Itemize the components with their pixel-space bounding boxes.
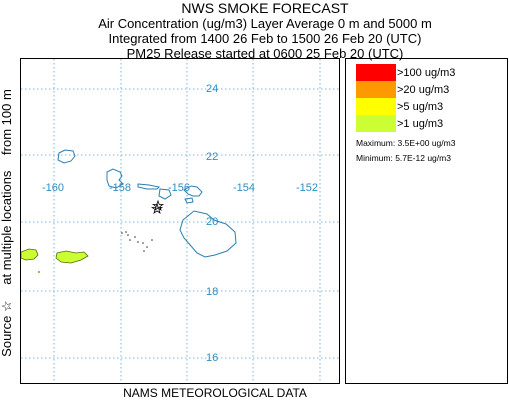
source-label-part2: at multiple locations bbox=[0, 170, 14, 285]
lon-label: -158 bbox=[109, 182, 131, 194]
legend-item: >5 ug/m3 bbox=[356, 98, 443, 115]
dot bbox=[142, 242, 144, 244]
lat-label: 20 bbox=[206, 216, 218, 228]
lat-label: 22 bbox=[206, 151, 218, 163]
legend-item: >1 ug/m3 bbox=[356, 115, 443, 132]
source-label: Source ☆ at multiple locations from 100 … bbox=[0, 38, 15, 408]
lon-label: -154 bbox=[233, 182, 255, 194]
legend-label: >20 ug/m3 bbox=[397, 83, 450, 96]
source-dots bbox=[121, 231, 153, 252]
island-kahoolawe bbox=[184, 197, 194, 204]
subtitle-release: PM25 Release started at 0600 25 Feb 20 (… bbox=[126, 46, 404, 61]
map-canvas: 24 22 20 18 16 -160 -158 -156 -154 -152 bbox=[21, 59, 339, 383]
lon-label: -160 bbox=[42, 182, 64, 194]
source-marker-group bbox=[150, 199, 165, 215]
dot bbox=[143, 250, 145, 252]
maximum-value: Maximum: 3.5E+00 ug/m3 bbox=[356, 138, 456, 148]
dot bbox=[121, 232, 123, 234]
star-icon bbox=[151, 199, 165, 212]
dot bbox=[125, 231, 127, 233]
dot bbox=[146, 246, 148, 248]
dot bbox=[127, 234, 129, 236]
coastlines bbox=[57, 149, 237, 258]
legend-label: >100 ug/m3 bbox=[397, 66, 456, 79]
legend-swatch-yellow bbox=[356, 98, 396, 115]
island-niihau bbox=[57, 149, 76, 164]
island-maui bbox=[183, 185, 203, 197]
dot bbox=[151, 239, 153, 241]
dot bbox=[137, 241, 139, 243]
header: NWS SMOKE FORECAST Air Concentration (ug… bbox=[20, 0, 509, 61]
source-label-part1: Source ☆ bbox=[0, 300, 14, 357]
legend-swatch-red bbox=[356, 64, 396, 81]
footer-label: NAMS METEOROLOGICAL DATA bbox=[123, 386, 307, 400]
smoke-plume-west bbox=[21, 248, 39, 261]
star-icon bbox=[150, 202, 164, 215]
legend-label: >5 ug/m3 bbox=[397, 100, 444, 113]
subtitle-concentration: Air Concentration (ug/m3) Layer Average … bbox=[98, 16, 432, 31]
lat-label: 16 bbox=[206, 352, 218, 364]
legend-panel: >100 ug/m3 >20 ug/m3 >5 ug/m3 >1 ug/m3 M… bbox=[345, 58, 508, 384]
island-hawaii bbox=[179, 210, 237, 258]
legend-item: >100 ug/m3 bbox=[356, 64, 455, 81]
minimum-value: Minimum: 5.7E-12 ug/m3 bbox=[356, 153, 451, 163]
legend-swatch-green bbox=[356, 115, 396, 132]
legend-label: >1 ug/m3 bbox=[397, 117, 444, 130]
smoke-spot bbox=[37, 270, 41, 274]
dot bbox=[129, 239, 131, 241]
island-lanai bbox=[158, 188, 172, 200]
graticule bbox=[21, 59, 339, 383]
legend-swatch-orange bbox=[356, 81, 396, 98]
lat-label: 24 bbox=[206, 83, 218, 95]
page-title: NWS SMOKE FORECAST bbox=[181, 0, 349, 16]
legend-item: >20 ug/m3 bbox=[356, 81, 449, 98]
lon-label: -152 bbox=[296, 182, 318, 194]
subtitle-integration: Integrated from 1400 26 Feb to 1500 26 F… bbox=[108, 31, 422, 46]
lat-label: 18 bbox=[206, 286, 218, 298]
island-molokai bbox=[137, 183, 161, 190]
source-label-part3: from 100 m bbox=[0, 89, 14, 155]
smoke-plume-center bbox=[55, 250, 89, 264]
island-kauai bbox=[106, 168, 124, 189]
dot bbox=[134, 236, 136, 238]
map-panel: 24 22 20 18 16 -160 -158 -156 -154 -152 bbox=[20, 58, 340, 384]
